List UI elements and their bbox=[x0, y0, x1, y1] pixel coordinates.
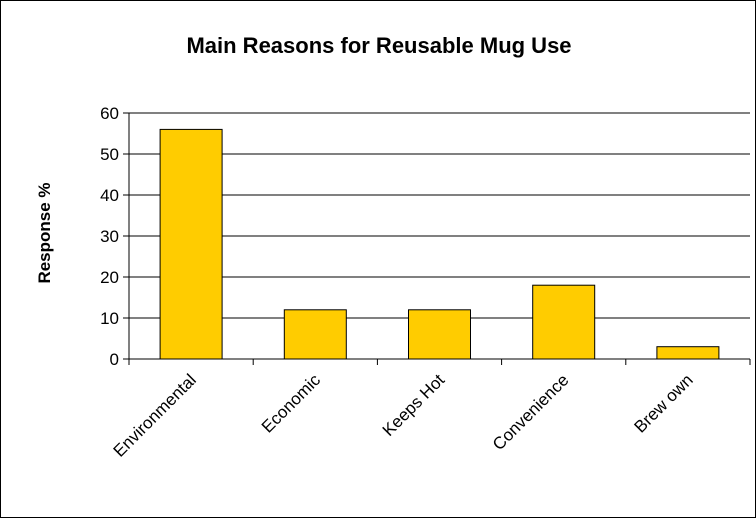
gridlines bbox=[129, 112, 750, 319]
bar-convenience bbox=[532, 284, 596, 360]
x-category-label: Environmental bbox=[110, 370, 200, 460]
y-axis-ticks: 0 10 20 30 40 50 60 bbox=[100, 104, 129, 369]
y-tick-label: 30 bbox=[100, 227, 119, 246]
x-category-label: Brew own bbox=[631, 370, 697, 436]
x-category-label: Keeps Hot bbox=[379, 370, 449, 440]
bars bbox=[159, 128, 720, 360]
y-axis-label: Response % bbox=[35, 182, 54, 283]
bar-keeps-hot bbox=[408, 309, 471, 360]
bar-brew-own bbox=[656, 346, 720, 360]
bar-economic bbox=[283, 309, 347, 360]
axes bbox=[128, 113, 751, 365]
x-category-label: Convenience bbox=[489, 370, 573, 454]
y-tick-label: 20 bbox=[100, 268, 119, 287]
chart-title: Main Reasons for Reusable Mug Use bbox=[186, 33, 571, 58]
y-tick-label: 60 bbox=[100, 104, 119, 123]
y-tick-label: 40 bbox=[100, 186, 119, 205]
y-tick-label: 50 bbox=[100, 145, 119, 164]
y-tick-label: 10 bbox=[100, 309, 119, 328]
x-axis-categories: Environmental Economic Keeps Hot Convenienc… bbox=[110, 370, 697, 461]
bar-environmental bbox=[159, 128, 223, 360]
y-tick-label: 0 bbox=[110, 350, 119, 369]
x-category-label: Economic bbox=[258, 370, 325, 437]
